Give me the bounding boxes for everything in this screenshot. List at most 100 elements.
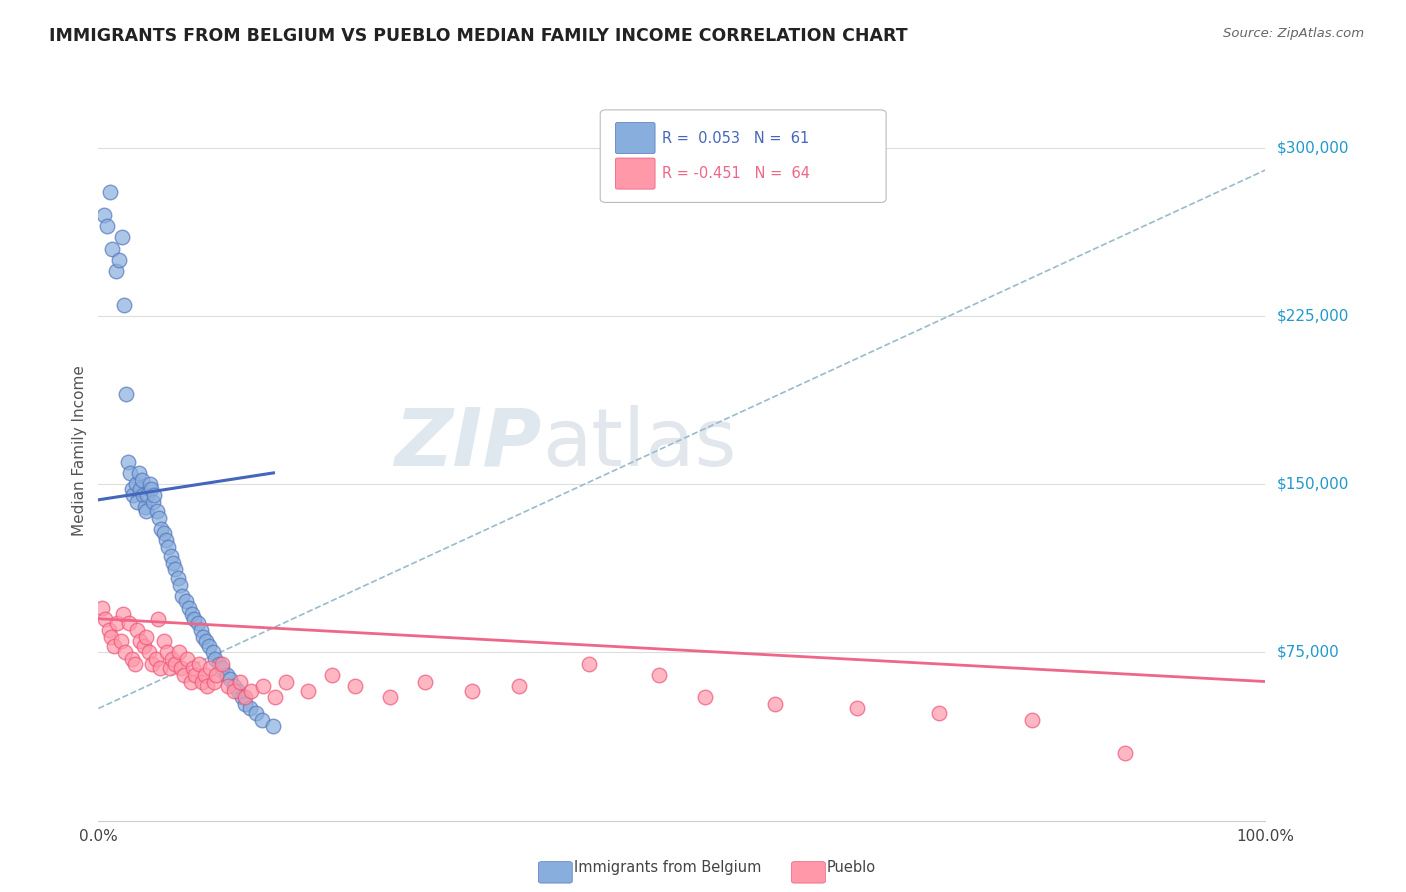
Point <box>132 639 155 653</box>
Point <box>647 668 669 682</box>
Point <box>115 387 138 401</box>
Point <box>118 466 141 480</box>
Point <box>191 674 214 689</box>
Point <box>276 674 298 689</box>
Point <box>194 668 217 682</box>
Point <box>146 504 169 518</box>
Y-axis label: Median Family Income: Median Family Income <box>72 365 87 536</box>
Point <box>1114 747 1136 761</box>
Point <box>321 668 343 682</box>
Point <box>231 690 253 705</box>
Point <box>195 679 218 693</box>
Point <box>187 657 209 671</box>
Point <box>166 571 188 585</box>
Point <box>129 482 152 496</box>
Point <box>846 701 869 715</box>
Point <box>215 668 238 682</box>
Point <box>461 683 484 698</box>
Point <box>211 657 233 671</box>
Point <box>297 683 319 698</box>
Point <box>928 706 950 720</box>
Point <box>135 630 157 644</box>
Point <box>131 473 153 487</box>
Point <box>180 607 202 622</box>
Point <box>97 623 120 637</box>
Point <box>128 466 150 480</box>
Point <box>228 674 250 689</box>
Point <box>117 455 139 469</box>
FancyBboxPatch shape <box>600 110 886 202</box>
Point <box>235 697 257 711</box>
Point <box>141 657 163 671</box>
Point <box>763 697 786 711</box>
Point <box>508 679 530 693</box>
Point <box>129 634 152 648</box>
Point <box>211 661 233 675</box>
Point <box>118 616 141 631</box>
Point <box>94 612 117 626</box>
Text: $225,000: $225,000 <box>1277 309 1348 323</box>
Point <box>165 562 187 576</box>
Point <box>111 607 134 622</box>
Point <box>222 679 245 693</box>
FancyBboxPatch shape <box>616 158 655 189</box>
Point <box>252 679 274 693</box>
Text: Immigrants from Belgium: Immigrants from Belgium <box>574 860 761 874</box>
Point <box>152 526 174 541</box>
Point <box>200 661 222 675</box>
Point <box>152 634 174 648</box>
Point <box>159 661 181 675</box>
Point <box>138 645 160 659</box>
Text: $75,000: $75,000 <box>1277 645 1340 660</box>
Point <box>104 264 127 278</box>
Point <box>179 600 201 615</box>
Point <box>159 549 181 563</box>
Point <box>112 298 135 312</box>
Point <box>222 683 245 698</box>
Point <box>180 674 202 689</box>
FancyBboxPatch shape <box>616 122 655 153</box>
Point <box>172 589 194 603</box>
Point <box>207 657 229 671</box>
Point <box>132 488 155 502</box>
Point <box>217 679 239 693</box>
Point <box>165 657 187 671</box>
Point <box>134 500 156 514</box>
Point <box>245 706 267 720</box>
Point <box>167 645 190 659</box>
Point <box>157 540 180 554</box>
Point <box>193 630 215 644</box>
Point <box>155 533 177 548</box>
Point <box>93 208 115 222</box>
Point <box>169 578 191 592</box>
Point <box>121 652 143 666</box>
Text: Source: ZipAtlas.com: Source: ZipAtlas.com <box>1223 27 1364 40</box>
Point <box>143 488 166 502</box>
Point <box>136 488 159 502</box>
Point <box>162 556 184 570</box>
Point <box>146 612 169 626</box>
Point <box>344 679 367 693</box>
Point <box>105 616 128 631</box>
Point <box>122 488 145 502</box>
Point <box>250 713 273 727</box>
Point <box>695 690 717 705</box>
Point <box>239 701 262 715</box>
Point <box>103 639 125 653</box>
Point <box>145 652 167 666</box>
Point <box>184 668 207 682</box>
Text: IMMIGRANTS FROM BELGIUM VS PUEBLO MEDIAN FAMILY INCOME CORRELATION CHART: IMMIGRANTS FROM BELGIUM VS PUEBLO MEDIAN… <box>49 27 908 45</box>
Point <box>121 482 143 496</box>
Text: atlas: atlas <box>541 405 737 483</box>
Point <box>201 645 224 659</box>
Point <box>204 652 226 666</box>
Point <box>98 186 121 200</box>
Point <box>142 495 165 509</box>
Point <box>187 616 209 631</box>
Text: $150,000: $150,000 <box>1277 476 1348 491</box>
Point <box>108 252 131 267</box>
Point <box>114 645 136 659</box>
Point <box>101 242 124 256</box>
Point <box>124 657 146 671</box>
Point <box>176 652 198 666</box>
